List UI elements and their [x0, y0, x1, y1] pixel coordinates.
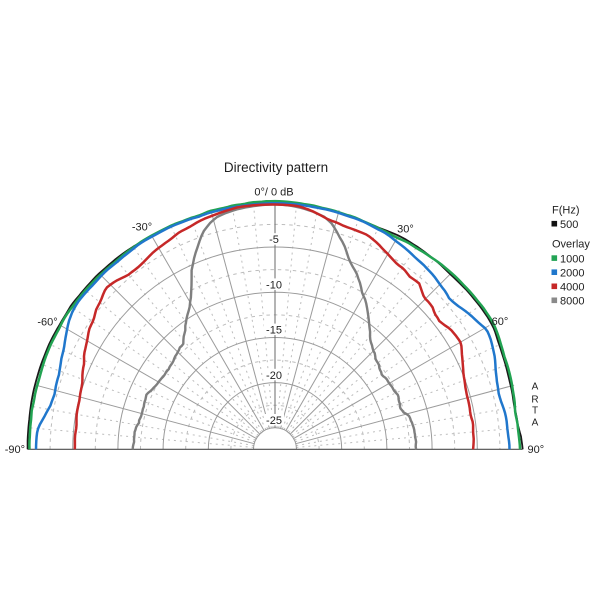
svg-text:-15: -15	[266, 325, 282, 337]
svg-text:-20: -20	[266, 370, 282, 382]
svg-text:8000: 8000	[560, 296, 584, 308]
svg-text:4000: 4000	[560, 282, 584, 294]
svg-text:2000: 2000	[560, 268, 584, 280]
svg-text:60°: 60°	[492, 316, 509, 328]
svg-text:-30°: -30°	[132, 222, 152, 234]
svg-text:90°: 90°	[528, 444, 545, 456]
svg-text:Directivity pattern: Directivity pattern	[224, 160, 328, 175]
svg-text:Overlay: Overlay	[552, 238, 590, 250]
svg-text:-60°: -60°	[37, 317, 57, 329]
svg-text:-25: -25	[266, 415, 282, 427]
svg-text:-5: -5	[269, 234, 279, 246]
svg-text:30°: 30°	[397, 224, 414, 236]
svg-text:T: T	[532, 406, 538, 417]
svg-text:0°/ 0 dB: 0°/ 0 dB	[254, 187, 293, 199]
svg-text:R: R	[531, 394, 538, 405]
svg-text:A: A	[532, 418, 539, 429]
svg-text:-10: -10	[266, 279, 282, 291]
svg-text:1000: 1000	[560, 254, 584, 266]
svg-text:F(Hz): F(Hz)	[552, 205, 580, 217]
svg-text:A: A	[532, 382, 539, 393]
svg-text:500: 500	[560, 219, 578, 231]
svg-text:-90°: -90°	[5, 444, 25, 456]
